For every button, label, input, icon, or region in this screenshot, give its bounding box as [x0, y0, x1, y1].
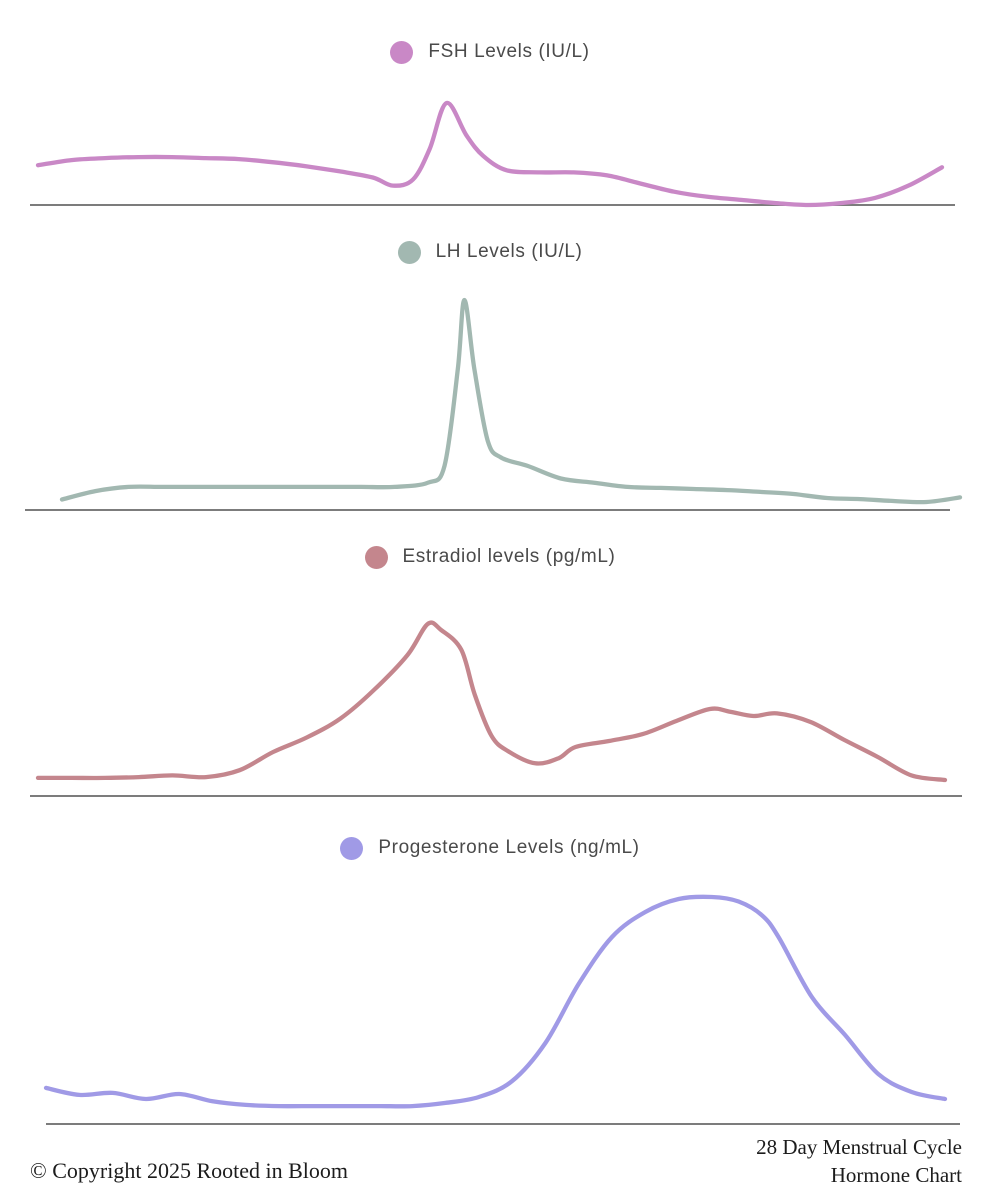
- progesterone-legend-dot-icon: [340, 836, 364, 860]
- curve-fsh: [35, 100, 945, 208]
- lh-legend-label: LH Levels (IU/L): [435, 241, 583, 262]
- fsh-legend-dot-icon: [390, 40, 414, 64]
- progesterone-legend-label: Progesterone Levels (ng/mL): [378, 837, 640, 858]
- legend-progesterone: Progesterone Levels (ng/mL): [0, 836, 980, 860]
- lh-legend-dot-icon: [397, 240, 421, 264]
- curve-progesterone: [43, 894, 948, 1109]
- fsh-legend-label: FSH Levels (IU/L): [428, 41, 590, 62]
- legend-estradiol: Estradiol levels (pg/mL): [0, 545, 980, 569]
- chart-title-line2: Hormone Chart: [830, 1163, 962, 1187]
- estradiol-legend-label: Estradiol levels (pg/mL): [402, 546, 616, 567]
- chart-title-line1: 28 Day Menstrual Cycle: [756, 1135, 962, 1159]
- curve-estradiol: [35, 620, 948, 783]
- legend-fsh: FSH Levels (IU/L): [0, 40, 980, 64]
- copyright-text: © Copyright 2025 Rooted in Bloom: [30, 1158, 349, 1183]
- curve-lh: [59, 297, 963, 505]
- legend-lh: LH Levels (IU/L): [0, 240, 980, 264]
- estradiol-legend-dot-icon: [364, 545, 388, 569]
- chart-title: 28 Day Menstrual Cycle Hormone Chart: [756, 1133, 962, 1189]
